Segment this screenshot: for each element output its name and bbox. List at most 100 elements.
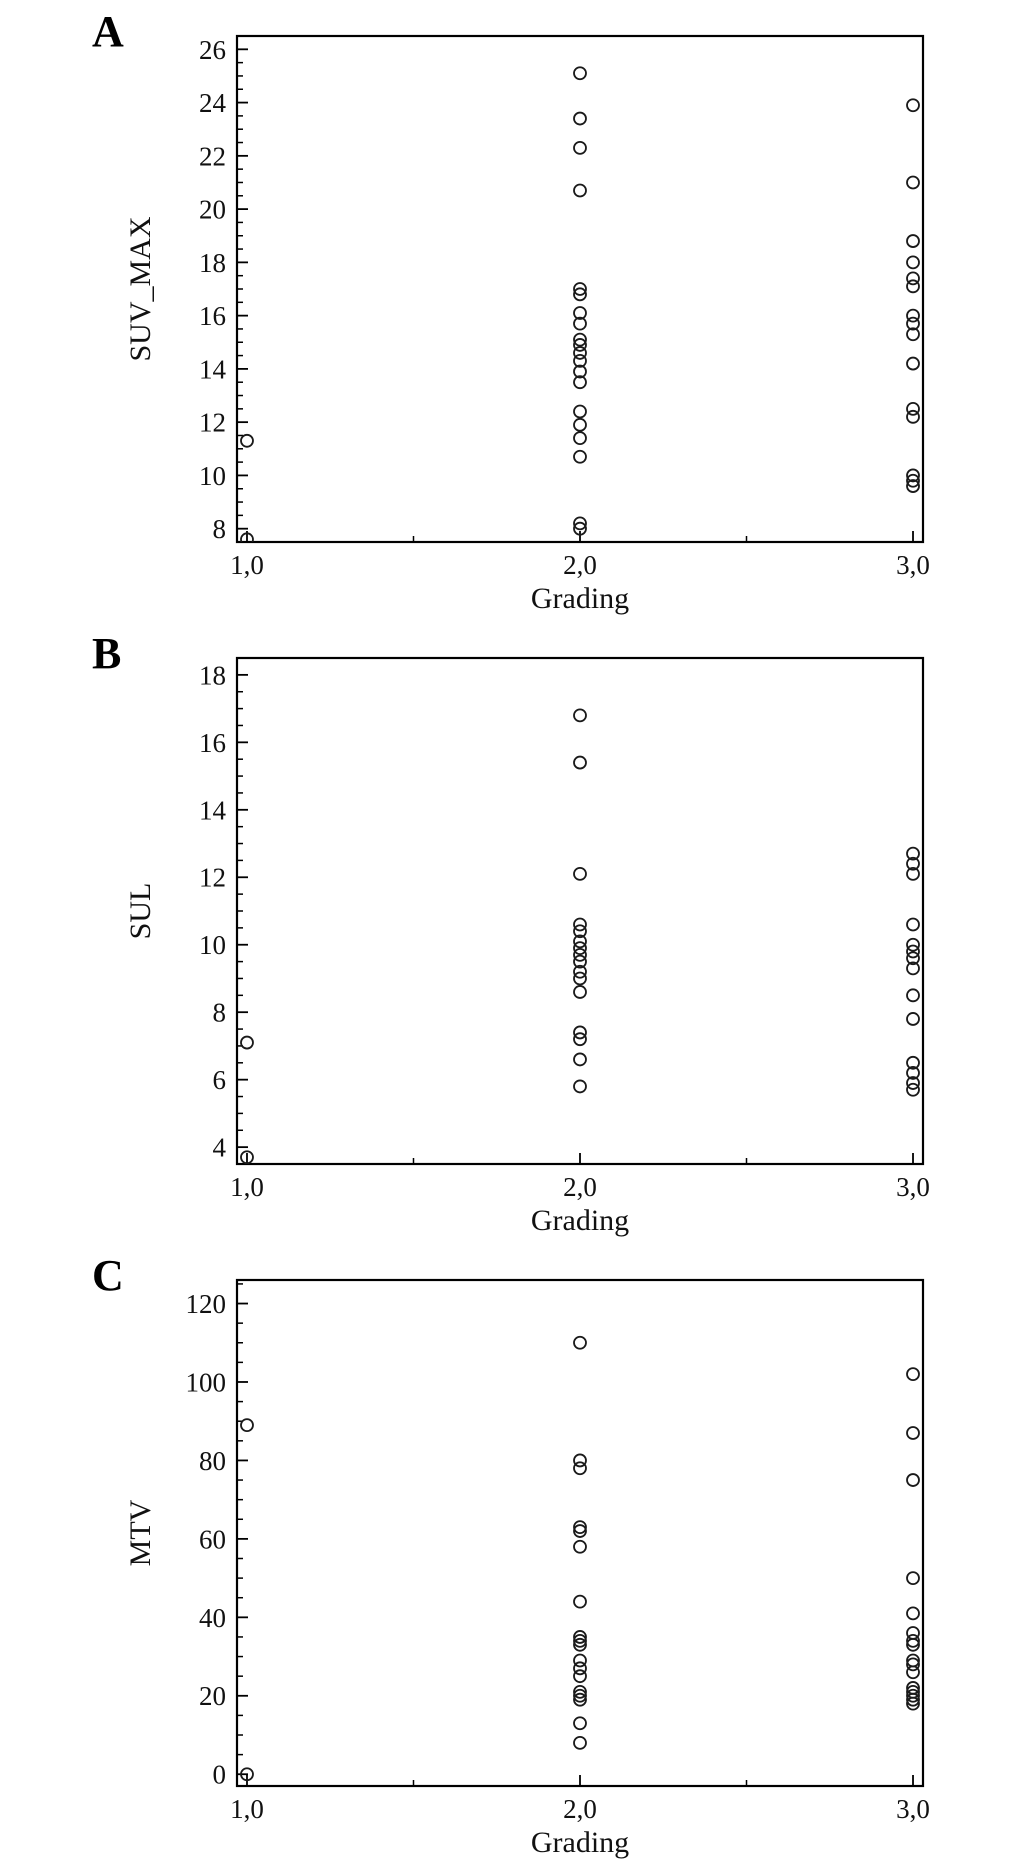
data-point: [573, 1461, 587, 1476]
data-point: [906, 473, 920, 488]
data-point: [573, 1688, 587, 1703]
y-tick-label: 22: [199, 141, 226, 171]
scatter-plot-mtv: 0 20 40 60 80 100 120 1,0 2,0 3,0 MTV Grading: [124, 1278, 930, 1859]
y-axis-title: SUL: [124, 883, 157, 940]
data-point: [573, 1335, 587, 1350]
data-point: [906, 1665, 920, 1680]
data-point: [573, 111, 587, 126]
data-point: [573, 282, 587, 296]
data-point: [573, 354, 587, 368]
data-point: [573, 521, 587, 536]
x-tick-label: 2,0: [563, 550, 597, 580]
data-point: [573, 1692, 587, 1707]
data-point: [906, 356, 920, 371]
data-point: [906, 1055, 920, 1070]
y-tick-label: 20: [199, 195, 226, 225]
data-point: [906, 856, 920, 871]
y-tick-label: 0: [213, 1760, 227, 1790]
data-point: [240, 1035, 254, 1050]
data-point: [906, 944, 920, 959]
data-point: [240, 532, 254, 542]
data-point: [573, 417, 587, 432]
x-axis-title: Grading: [531, 1826, 629, 1859]
x-axis-title: Grading: [531, 1204, 629, 1237]
y-tick-label: 10: [199, 930, 226, 960]
data-point: [573, 1684, 587, 1699]
y-axis-title: SUV_MAX: [124, 216, 157, 361]
data-point: [573, 66, 587, 81]
data-point: [906, 409, 920, 424]
data-point: [573, 917, 587, 932]
panel-c-label: C: [92, 1251, 124, 1300]
y-tick-label: 80: [199, 1446, 226, 1476]
data-point: [906, 1426, 920, 1440]
data-point: [573, 183, 587, 198]
data-point: [573, 866, 587, 881]
data-point: [906, 1082, 920, 1097]
data-point: [573, 316, 587, 331]
data-point: [573, 449, 587, 464]
data-point: [240, 1767, 254, 1782]
x-tick-label: 2,0: [563, 1172, 597, 1202]
x-tick-label: 1,0: [230, 550, 264, 580]
x-tick-label: 3,0: [896, 550, 930, 580]
x-tick-label: 3,0: [896, 1172, 930, 1202]
data-point: [573, 1052, 587, 1067]
data-point: [573, 708, 587, 723]
data-point: [240, 1418, 254, 1433]
data-point: [906, 846, 920, 861]
x-tick-label: 1,0: [230, 1172, 264, 1202]
data-point: [573, 287, 587, 302]
data-point: [573, 1633, 587, 1648]
data-point: [906, 988, 920, 1003]
data-points-group: [240, 66, 920, 542]
y-tick-label: 26: [199, 35, 226, 65]
data-point: [573, 1637, 587, 1652]
data-points-group: [240, 1335, 920, 1782]
data-point: [573, 1025, 587, 1040]
data-point: [573, 934, 587, 949]
y-tick-label: 12: [199, 408, 226, 438]
x-tick-label: 1,0: [230, 1794, 264, 1824]
data-point: [906, 316, 920, 331]
data-point: [573, 1079, 587, 1094]
y-tick-label: 20: [199, 1681, 226, 1711]
data-point: [573, 338, 587, 352]
y-tick-label: 8: [213, 998, 227, 1028]
data-point: [906, 866, 920, 881]
y-tick-label: 18: [199, 660, 226, 690]
data-point: [573, 755, 587, 770]
y-tick-label: 14: [199, 354, 227, 384]
y-tick-label: 8: [213, 514, 227, 544]
data-point: [906, 98, 920, 113]
data-point: [573, 1594, 587, 1609]
data-point: [906, 1692, 920, 1707]
data-point: [906, 1367, 920, 1382]
data-point: [906, 175, 920, 190]
data-point: [906, 1012, 920, 1026]
plot-frame: [235, 34, 925, 544]
panel-a-label: A: [92, 7, 124, 56]
data-point: [906, 308, 920, 323]
data-point: [906, 961, 920, 976]
data-point: [573, 1669, 587, 1684]
data-point: [906, 1688, 920, 1703]
data-point: [573, 1539, 587, 1554]
data-point: [573, 1735, 587, 1750]
data-point: [573, 1453, 587, 1468]
data-point: [906, 1606, 920, 1621]
data-point: [573, 971, 587, 986]
data-point: [573, 140, 587, 155]
data-point: [573, 964, 587, 979]
data-point: [573, 364, 587, 379]
data-point: [573, 1032, 587, 1047]
data-point: [573, 346, 587, 360]
y-tick-label: 14: [199, 795, 227, 825]
data-point: [906, 271, 920, 286]
y-tick-label: 100: [186, 1367, 227, 1397]
y-tick-label: 10: [199, 461, 226, 491]
data-point: [906, 279, 920, 294]
figure-panel-a: A 8 10 12 14 16 18 20 22 24 26 1,0 2,0 3,0 SUV_MAX Gra…: [0, 2, 1033, 624]
data-point: [573, 985, 587, 999]
